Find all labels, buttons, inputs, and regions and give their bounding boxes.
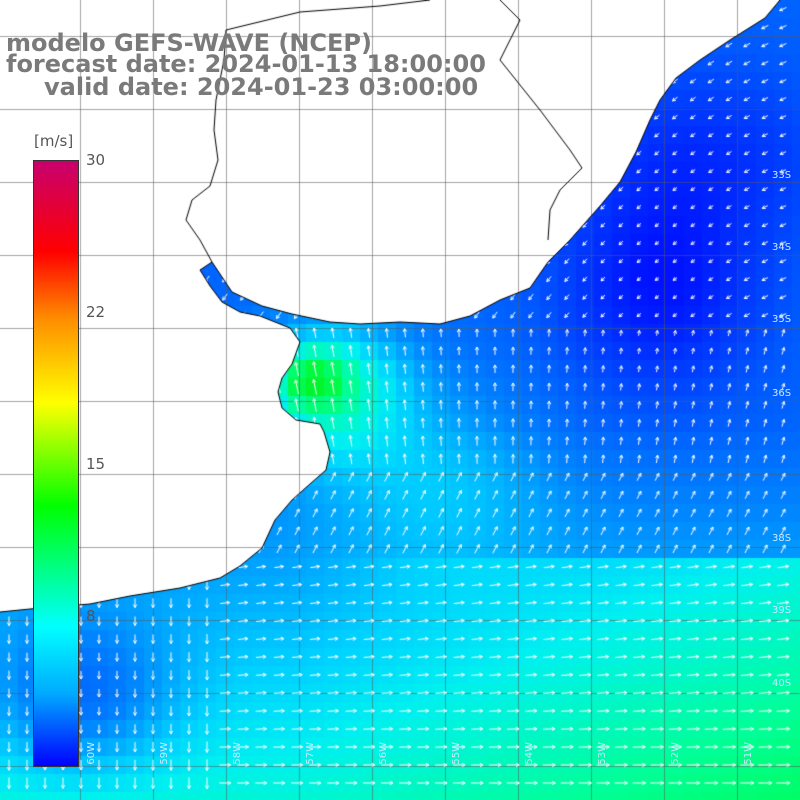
- colorbar-tick-15: 15: [86, 455, 106, 473]
- colorbar-tick-8: 8: [86, 607, 96, 625]
- colorbar-tick-30: 30: [86, 151, 106, 169]
- lon-label: 60W: [86, 742, 97, 765]
- lat-label: 34S: [772, 242, 792, 253]
- lat-label: 39S: [772, 605, 792, 616]
- lon-label: 54W: [524, 742, 535, 765]
- lat-label: 35S: [772, 314, 792, 325]
- lon-label: 57W: [305, 742, 316, 765]
- lat-label: 36S: [772, 388, 792, 399]
- lon-label: 53W: [597, 742, 608, 765]
- lon-label: 55W: [451, 742, 462, 765]
- lon-label: 56W: [378, 742, 389, 765]
- lon-label: 58W: [232, 742, 243, 765]
- lat-label: 38S: [772, 533, 792, 544]
- forecast-date: forecast date: 2024-01-13 18:00:00: [6, 50, 486, 78]
- lon-label: 51W: [743, 742, 754, 765]
- colorbar-unit: [m/s]: [34, 132, 74, 150]
- valid-date: valid date: 2024-01-23 03:00:00: [44, 73, 479, 101]
- lon-label: 52W: [670, 742, 681, 765]
- colorbar-tick-22: 22: [86, 303, 106, 321]
- lon-label: 59W: [159, 742, 170, 765]
- lat-label: 40S: [772, 678, 792, 689]
- model-title: modelo GEFS-WAVE (NCEP): [6, 29, 372, 57]
- lat-label: 33S: [772, 170, 792, 181]
- colorbar: [33, 160, 79, 767]
